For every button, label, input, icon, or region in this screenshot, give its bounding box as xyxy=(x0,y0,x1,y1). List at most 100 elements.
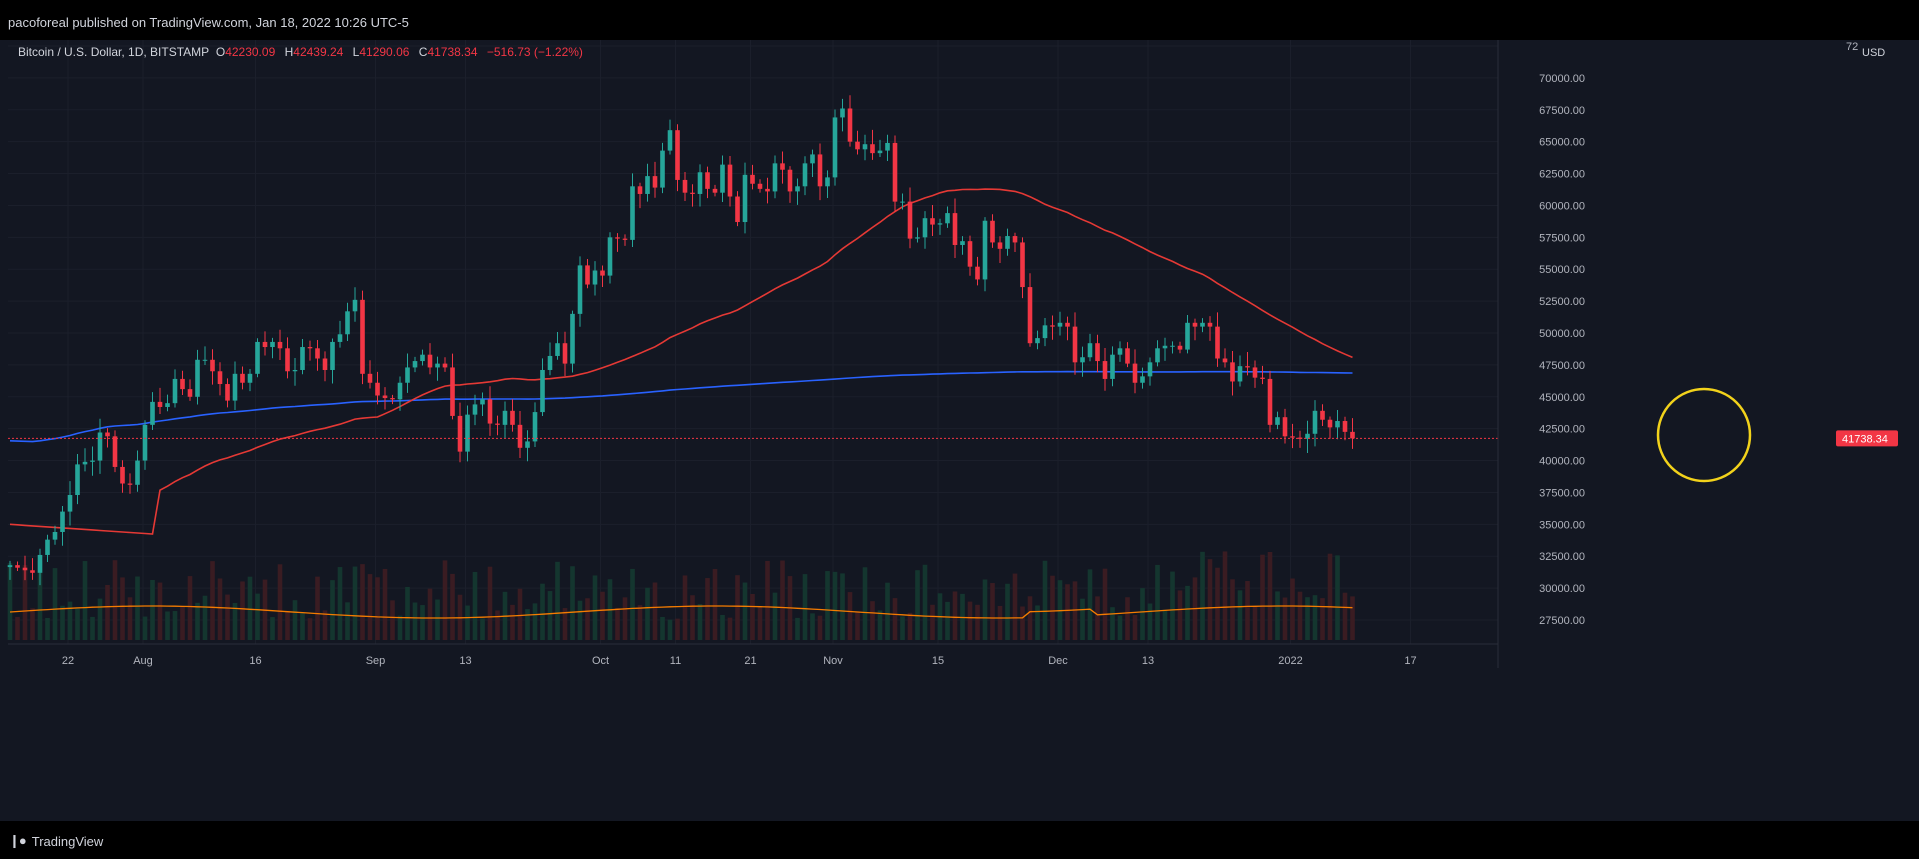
candle-body xyxy=(1065,322,1070,327)
candle-body xyxy=(195,359,200,397)
candle-body xyxy=(705,172,710,189)
volume-bar xyxy=(52,568,58,640)
volume-bar xyxy=(360,564,365,640)
candle-body xyxy=(315,348,320,359)
high-label: H xyxy=(284,45,294,59)
volume-bar xyxy=(1012,573,1018,640)
candle-body xyxy=(637,186,643,194)
volume-bar xyxy=(577,600,583,640)
volume-bar xyxy=(862,567,868,640)
candle-body xyxy=(150,401,155,425)
volume-bar xyxy=(990,583,995,640)
volume-bar xyxy=(142,616,148,640)
candle-body xyxy=(735,196,740,223)
candles xyxy=(7,95,1355,586)
low-label: L xyxy=(352,45,360,59)
volume-bar xyxy=(877,610,883,640)
volume-bar xyxy=(127,597,133,640)
volume-bar xyxy=(570,566,575,640)
volume-bar xyxy=(255,593,260,640)
candle-body xyxy=(960,241,965,245)
candle-body xyxy=(615,237,620,239)
candle-body xyxy=(547,355,553,370)
candle-body xyxy=(1275,417,1280,425)
volume-bar xyxy=(1185,585,1190,640)
volume-bar xyxy=(1222,551,1228,640)
last-price-box xyxy=(1836,430,1898,447)
volume-bar xyxy=(1230,579,1235,640)
volume-bar xyxy=(135,576,140,640)
candle-body xyxy=(262,341,268,348)
candle-body xyxy=(15,565,20,568)
candle-body xyxy=(412,361,418,368)
volume-bar xyxy=(397,615,403,640)
volume-bar xyxy=(367,574,373,640)
y-tick-label: 70000.00 xyxy=(1539,73,1585,85)
candle-body xyxy=(285,348,290,372)
volume-bar xyxy=(1207,559,1213,640)
y-tick-label: 27500.00 xyxy=(1539,615,1585,627)
candle-body xyxy=(967,241,973,267)
candle-body xyxy=(1170,345,1175,347)
volume-bar xyxy=(1297,591,1303,640)
volume-bar xyxy=(210,561,215,640)
x-tick-label: Oct xyxy=(592,655,609,667)
candle-body xyxy=(765,188,770,192)
candle-body xyxy=(982,220,988,280)
volume-bar xyxy=(817,615,823,640)
volume-bar xyxy=(637,605,643,640)
change-value: −516.73 (−1.22%) xyxy=(486,45,583,59)
candle-body xyxy=(832,117,838,178)
volume-bar xyxy=(90,616,95,640)
volume-bar xyxy=(1005,583,1010,640)
candle-body xyxy=(60,511,65,532)
candle-body xyxy=(427,354,433,368)
candle-body xyxy=(795,186,800,192)
candle-body xyxy=(1252,367,1258,378)
candle-body xyxy=(540,369,545,413)
volume-bar xyxy=(487,566,493,640)
candle-body xyxy=(135,460,140,485)
candle-body xyxy=(1057,322,1063,327)
volume-bar xyxy=(832,571,838,640)
candle-body xyxy=(1147,362,1153,377)
chart-area[interactable] xyxy=(0,40,1919,821)
candle-body xyxy=(847,108,853,142)
volume-bar xyxy=(772,592,778,640)
candle-body xyxy=(780,163,785,170)
tradingview-logo[interactable]: ❙● TradingView xyxy=(9,833,103,849)
candle-body xyxy=(570,313,575,364)
candle-body xyxy=(180,378,185,390)
candle-body xyxy=(187,389,193,397)
candle-body xyxy=(952,213,958,245)
candle-body xyxy=(307,347,313,349)
volume-bar xyxy=(1072,581,1078,640)
candle-body xyxy=(817,154,823,187)
volume-bar xyxy=(105,585,110,640)
volume-bar xyxy=(22,565,28,640)
volume-bar xyxy=(352,566,358,640)
volume-bar xyxy=(240,581,245,640)
candle-body xyxy=(930,218,935,225)
volume-bar xyxy=(292,600,298,640)
volume-bar xyxy=(1237,590,1243,640)
candle-body xyxy=(1200,322,1205,327)
tradingview-logo-icon: ❙● xyxy=(9,833,27,848)
y-tick-label: 45000.00 xyxy=(1539,392,1585,404)
last-price-label: 41738.34 xyxy=(1842,433,1888,445)
volume-bar xyxy=(847,592,853,640)
candle-body xyxy=(75,464,80,495)
candle-body xyxy=(1155,348,1160,363)
volume-bar xyxy=(247,576,253,640)
candle-body xyxy=(562,343,568,364)
candle-body xyxy=(630,186,635,240)
candle-body xyxy=(1290,436,1295,438)
volume-bar xyxy=(15,616,20,640)
candle-body xyxy=(690,192,695,194)
candle-body xyxy=(937,223,943,225)
candle-body xyxy=(420,354,425,362)
volume-bar xyxy=(1320,598,1325,640)
volume-bar xyxy=(795,617,800,640)
x-tick-label: Nov xyxy=(823,655,843,667)
